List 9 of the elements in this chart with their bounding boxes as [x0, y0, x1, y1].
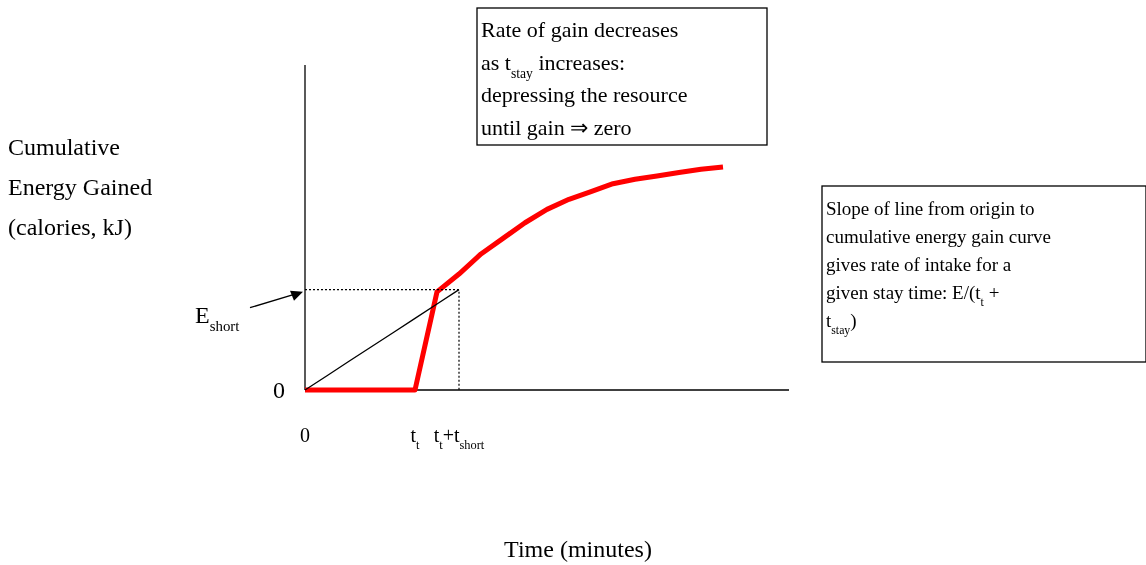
text: Cumulative Energy Gained (calories, kJ): [8, 134, 153, 240]
text-box: Rate of gain decreases as t$_{stay}$ increases: depressing the resource until gain ⇒ zero: [476, 7, 768, 146]
text-box: Slope of line from origin to cumulative energy gain curve gives rate of intake for a given stay time: E/(t$_{t}$ + t$_{stay}$): [821, 185, 1146, 363]
x-axis-title: Time (minutes): [504, 536, 652, 562]
x-tick-label: t$_{t}$+t$_{short}$: [433, 424, 485, 452]
text: 0: [273, 377, 285, 403]
x-tick-label: 0: [300, 424, 310, 446]
text: E$_{short}$: [195, 301, 241, 334]
x-tick-label: t$_{t}$: [410, 424, 421, 452]
